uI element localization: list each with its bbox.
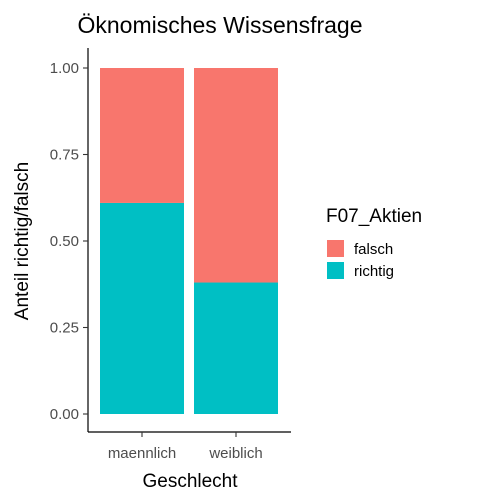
legend-swatch-falsch <box>327 240 344 257</box>
legend-swatch-richtig <box>327 262 344 279</box>
bar-weiblich-falsch <box>194 68 278 283</box>
y-tick-label: 0.75 <box>50 147 79 164</box>
x-tick-label: weiblich <box>208 445 262 462</box>
legend-items: falsch richtig <box>327 240 394 280</box>
x-axis-ticks: maennlich weiblich <box>108 432 263 462</box>
chart-title: Öknomisches Wissensfrage <box>77 12 362 38</box>
y-axis-title: Anteil richtig/falsch <box>12 162 33 320</box>
legend: F07_Aktien falsch richtig <box>326 206 422 280</box>
legend-label-richtig: richtig <box>354 263 394 280</box>
y-axis-ticks: 0.00 0.25 0.50 0.75 1.00 <box>50 60 88 423</box>
bar-maennlich-falsch <box>100 68 184 203</box>
x-axis-title: Geschlecht <box>142 471 238 492</box>
y-tick-label: 0.50 <box>50 233 79 250</box>
x-tick-label: maennlich <box>108 445 176 462</box>
bar-maennlich-richtig <box>100 202 184 414</box>
y-tick-label: 1.00 <box>50 60 79 77</box>
y-tick-label: 0.00 <box>50 406 79 423</box>
legend-title: F07_Aktien <box>326 206 422 227</box>
y-tick-label: 0.25 <box>50 320 79 337</box>
bar-weiblich-richtig <box>194 282 278 414</box>
plot-area <box>100 68 278 414</box>
legend-label-falsch: falsch <box>354 241 393 258</box>
